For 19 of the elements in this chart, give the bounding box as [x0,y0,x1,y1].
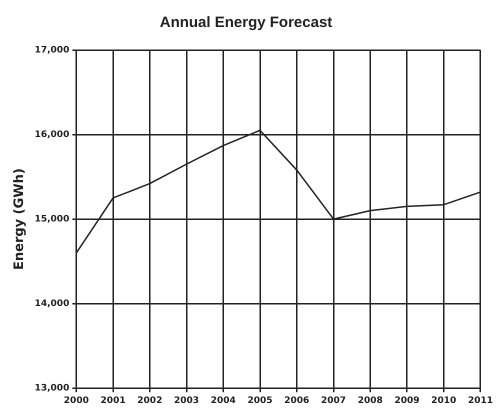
x-tick-label: 2007 [320,396,346,406]
x-tick-label: 2004 [210,396,236,406]
x-tick-label: 2002 [137,396,162,406]
x-tick-label: 2011 [468,396,494,406]
y-tick-label: 14,000 [34,298,70,309]
y-tick-label: 13,000 [34,384,70,394]
x-tick-label: 2009 [394,396,420,406]
x-tick-label: 2005 [248,396,273,406]
y-tick-label: 16,000 [34,130,70,140]
y-tick-label: 15,000 [34,214,70,224]
x-tick-label: 2010 [431,396,456,406]
x-tick-label: 2006 [284,396,310,406]
x-tick-label: 2000 [64,396,89,406]
y-tick-label: 17,000 [34,45,70,56]
x-tick-label: 2001 [100,396,126,406]
y-axis-title: Energy (GWh) [12,168,28,270]
chart-title: Annual Energy Forecast [160,14,332,32]
x-tick-label: 2003 [174,396,200,406]
x-tick-label: 2008 [358,396,383,406]
